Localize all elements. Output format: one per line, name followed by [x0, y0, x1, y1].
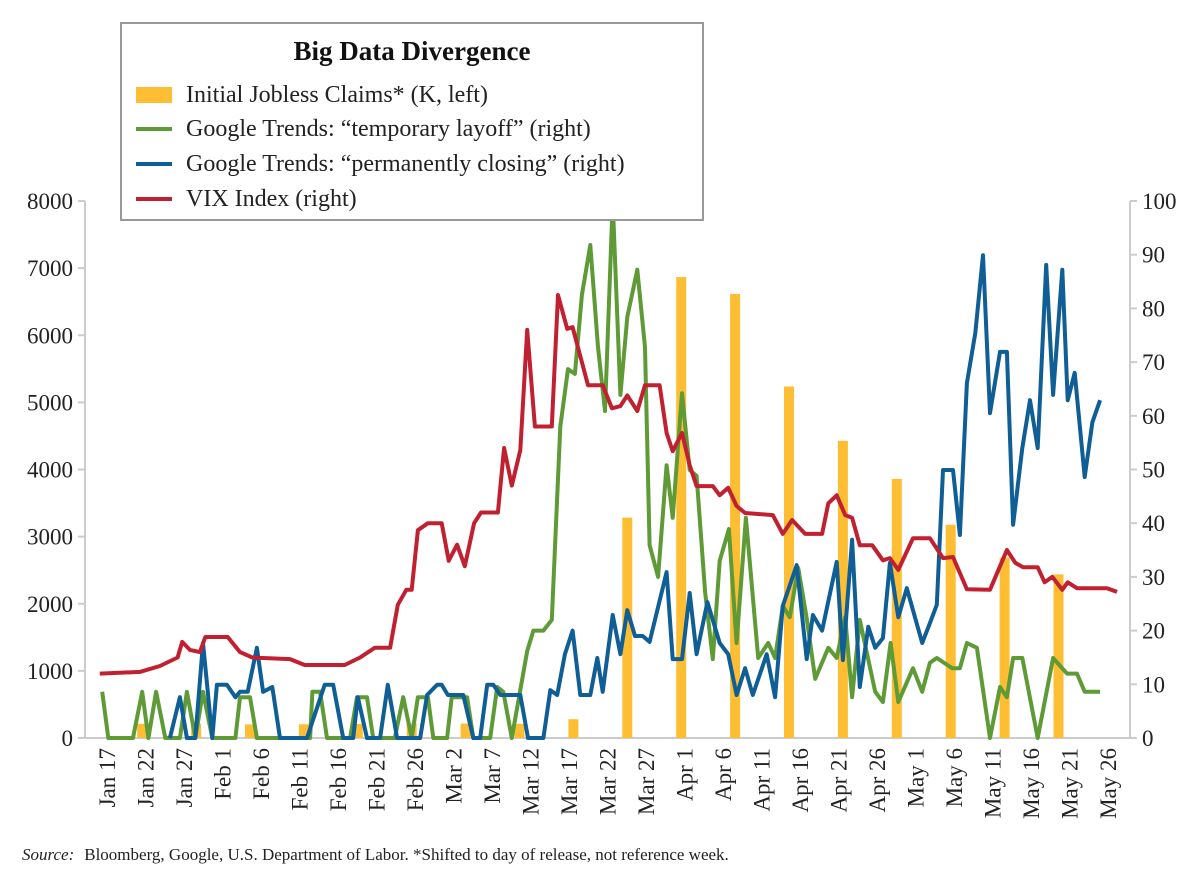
claims-bar [460, 723, 471, 738]
x-tick-label: Mar 27 [634, 748, 659, 815]
x-tick-label: Jan 17 [95, 748, 120, 807]
x-tick-label: May 16 [1019, 748, 1044, 819]
left-tick-label: 7000 [27, 256, 73, 281]
x-tick-label: Apr 6 [711, 748, 736, 801]
x-tick-label: May 6 [942, 748, 967, 807]
left-tick-label: 5000 [27, 390, 73, 415]
x-tick-label: Apr 1 [673, 748, 698, 801]
x-tick-label: Apr 26 [865, 748, 890, 813]
claims-bar [676, 277, 687, 738]
x-tick-label: May 1 [904, 748, 929, 807]
x-tick-label: Feb 1 [211, 748, 236, 800]
claims-bar [730, 293, 741, 738]
legend-swatch-line [136, 162, 172, 166]
legend-item-jobless-claims: Initial Jobless Claims* (K, left) [136, 80, 488, 110]
source-text: Bloomberg, Google, U.S. Department of La… [84, 845, 729, 864]
claims-bar [245, 724, 255, 738]
legend-label: VIX Index (right) [186, 185, 357, 212]
claims-bar [837, 440, 848, 738]
claims-bar [1053, 574, 1064, 738]
x-tick-label: May 26 [1096, 748, 1121, 819]
right-tick-label: 80 [1142, 296, 1165, 321]
legend-swatch-bar [136, 87, 172, 103]
vix-line [99, 293, 1118, 676]
right-tick-label: 60 [1142, 404, 1165, 429]
claims-bar [784, 386, 794, 738]
x-tick-label: Jan 27 [172, 748, 197, 807]
x-tick-label: Apr 11 [750, 748, 775, 812]
source-label: Source: [22, 845, 75, 864]
left-tick-label: 2000 [27, 592, 73, 617]
claims-bar [514, 723, 525, 738]
left-tick-label: 3000 [27, 525, 73, 550]
claims-bar [945, 524, 956, 738]
left-tick-label: 6000 [27, 323, 73, 348]
right-tick-label: 10 [1142, 672, 1165, 697]
claims-bar [622, 517, 633, 738]
right-tick-label: 70 [1142, 350, 1165, 375]
x-tick-label: Feb 21 [365, 748, 390, 811]
chart-title: Big Data Divergence [293, 36, 531, 66]
left-tick-label: 8000 [27, 189, 73, 214]
claims-bar [568, 719, 579, 738]
x-tick-label: Jan 22 [134, 748, 159, 807]
line-series [99, 199, 1118, 740]
x-tick-label: Mar 22 [596, 748, 621, 815]
permanently-closing-line [167, 253, 1102, 740]
right-tick-label: 0 [1142, 726, 1154, 751]
source-note: Source: Bloomberg, Google, U.S. Departmen… [22, 845, 729, 865]
x-tick-label: Mar 17 [557, 748, 582, 815]
x-tick-label: May 21 [1058, 748, 1083, 819]
claims-bar [352, 723, 363, 738]
right-tick-label: 30 [1142, 565, 1165, 590]
right-tick-label: 20 [1142, 619, 1165, 644]
claims-bar [298, 724, 309, 738]
x-tick-label: Apr 21 [827, 748, 852, 813]
right-tick-label: 100 [1142, 189, 1177, 214]
left-tick-label: 1000 [27, 659, 73, 684]
right-tick-label: 90 [1142, 243, 1165, 268]
x-tick-label: Feb 26 [403, 748, 428, 811]
claims-bar [999, 557, 1010, 738]
x-tick-label: Apr 16 [788, 748, 813, 813]
x-tick-label: Mar 7 [480, 748, 505, 804]
temporary-layoff-line [100, 199, 1101, 740]
right-tick-label: 50 [1142, 458, 1165, 483]
legend-swatch-line [136, 127, 172, 131]
legend-label: Google Trends: “permanently closing” (ri… [186, 150, 625, 177]
legend-label: Initial Jobless Claims* (K, left) [186, 81, 488, 108]
left-tick-label: 0 [62, 726, 74, 751]
legend-item-permanently-closing: Google Trends: “permanently closing” (ri… [136, 149, 625, 179]
legend-label: Google Trends: “temporary layoff” (right… [186, 115, 591, 142]
x-tick-label: Mar 2 [442, 748, 467, 804]
right-tick-label: 40 [1142, 511, 1165, 536]
axes: 0 1000 2000 3000 4000 5000 6000 7000 8000 0 10 20 30… [27, 189, 1177, 819]
legend: Big Data Divergence Initial Jobless Clai… [120, 22, 704, 221]
left-tick-label: 4000 [27, 458, 73, 483]
x-tick-label: Feb 6 [249, 748, 274, 800]
x-tick-label: Feb 16 [326, 748, 351, 811]
x-tick-label: Mar 12 [519, 748, 544, 815]
legend-item-vix: VIX Index (right) [136, 184, 357, 214]
x-tick-label: Feb 11 [288, 748, 313, 810]
x-tick-label: May 11 [981, 748, 1006, 818]
legend-swatch-line [136, 197, 172, 201]
claims-bar [137, 723, 148, 738]
legend-item-temporary-layoff: Google Trends: “temporary layoff” (right… [136, 114, 591, 144]
